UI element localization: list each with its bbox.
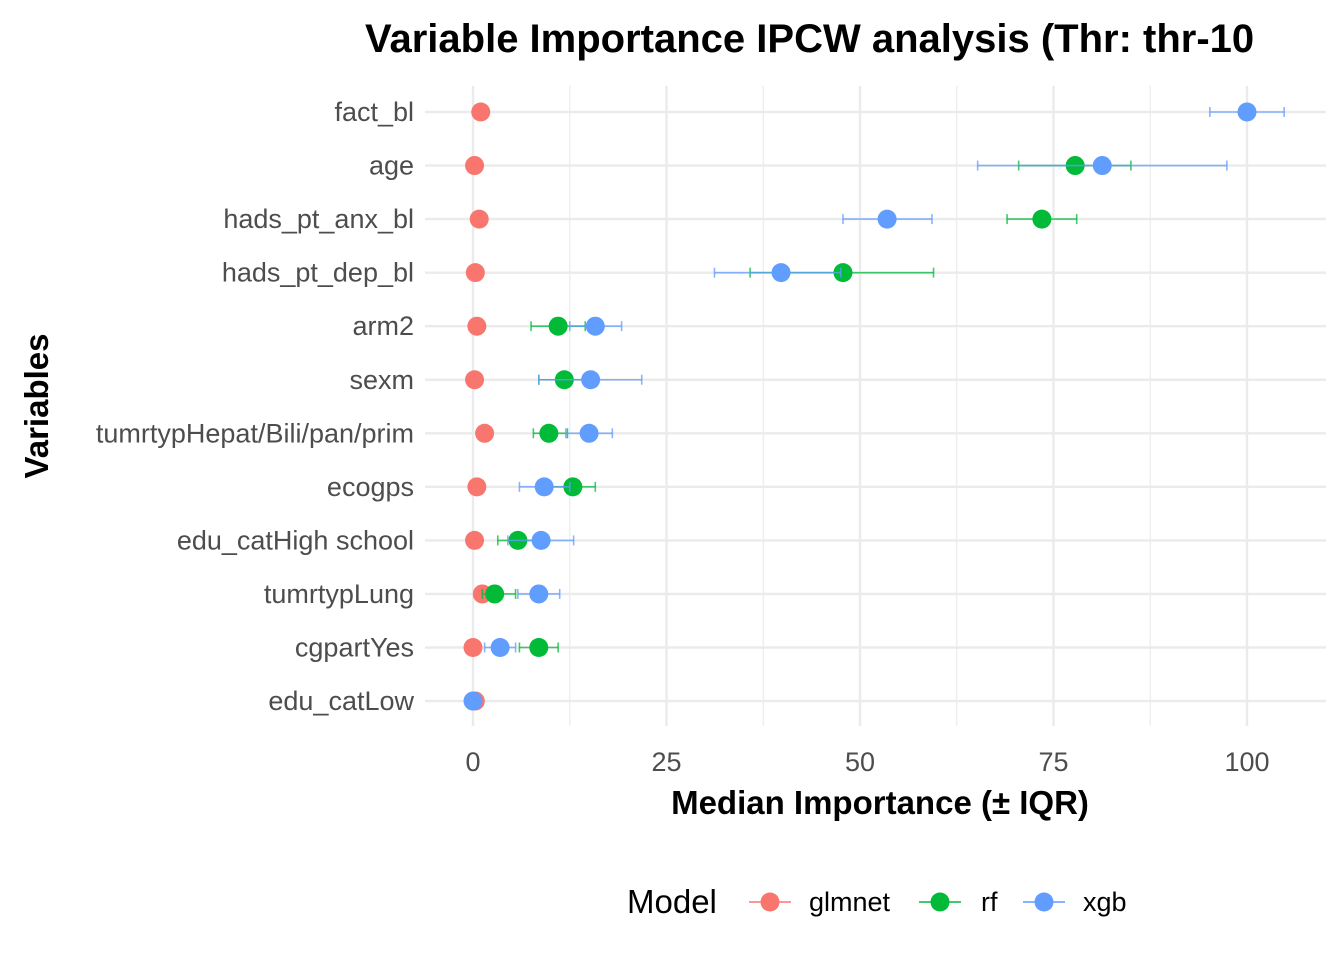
- point-glmnet: [467, 477, 487, 497]
- point-xgb: [463, 691, 483, 711]
- point-xgb: [771, 263, 791, 283]
- y-tick-label: sexm: [349, 365, 414, 395]
- y-tick-label: age: [369, 151, 414, 181]
- point-xgb: [579, 423, 599, 443]
- series-rf: [481, 156, 1132, 657]
- x-tick-label: 75: [1038, 747, 1068, 777]
- y-tick-label: hads_pt_dep_bl: [222, 258, 414, 288]
- point-rf: [548, 316, 568, 336]
- point-xgb: [529, 584, 549, 604]
- point-rf: [833, 263, 853, 283]
- point-xgb: [1237, 102, 1257, 122]
- point-rf: [539, 423, 559, 443]
- y-tick-label: edu_catHigh school: [177, 525, 414, 555]
- y-tick-label: fact_bl: [334, 97, 414, 127]
- data-marks: [463, 102, 1285, 711]
- point-glmnet: [465, 530, 485, 550]
- point-glmnet: [469, 209, 489, 229]
- y-tick-label: tumrtypHepat/Bili/pan/prim: [96, 418, 414, 448]
- y-tick-label: tumrtypLung: [264, 579, 414, 609]
- point-xgb: [531, 530, 551, 550]
- point-glmnet: [467, 316, 487, 336]
- series-glmnet: [463, 102, 495, 711]
- y-tick-label: ecogps: [327, 472, 414, 502]
- x-tick-label: 100: [1224, 747, 1269, 777]
- y-tick-label: edu_catLow: [268, 686, 414, 716]
- point-xgb: [490, 638, 510, 657]
- grid: [425, 86, 1326, 726]
- point-glmnet: [465, 370, 485, 390]
- series-xgb: [463, 102, 1285, 711]
- point-rf: [529, 638, 549, 657]
- chart-title: Variable Importance IPCW analysis (Thr: …: [365, 17, 1254, 61]
- point-xgb: [585, 316, 605, 336]
- y-tick-label: cgpartYes: [295, 633, 414, 663]
- point-glmnet: [465, 156, 485, 176]
- legend-label-xgb: xgb: [1083, 887, 1127, 917]
- legend-key-glmnet: [760, 892, 780, 912]
- legend-label-rf: rf: [981, 887, 998, 917]
- legend-key-rf: [930, 892, 950, 912]
- legend: Model glmnet rf xgb: [627, 883, 1127, 920]
- x-tick-label: 25: [651, 747, 681, 777]
- x-tick-labels: 0 25 50 75 100: [465, 747, 1269, 777]
- x-tick-label: 0: [465, 747, 480, 777]
- point-xgb: [581, 370, 601, 390]
- legend-label-glmnet: glmnet: [809, 887, 891, 917]
- point-xgb: [1092, 156, 1112, 176]
- point-rf: [563, 477, 583, 497]
- point-glmnet: [463, 638, 483, 657]
- point-glmnet: [475, 423, 495, 443]
- point-xgb: [877, 209, 897, 229]
- point-glmnet: [465, 263, 485, 283]
- y-tick-label: hads_pt_anx_bl: [223, 204, 414, 234]
- x-axis-title: Median Importance (± IQR): [671, 784, 1089, 821]
- point-xgb: [534, 477, 554, 497]
- y-axis-title: Variables: [18, 334, 55, 479]
- point-rf: [1032, 209, 1052, 229]
- legend-key-xgb: [1034, 892, 1054, 912]
- point-glmnet: [471, 102, 491, 122]
- y-tick-label: arm2: [352, 311, 414, 341]
- point-rf: [485, 584, 505, 604]
- x-tick-label: 50: [845, 747, 875, 777]
- legend-title: Model: [627, 883, 717, 920]
